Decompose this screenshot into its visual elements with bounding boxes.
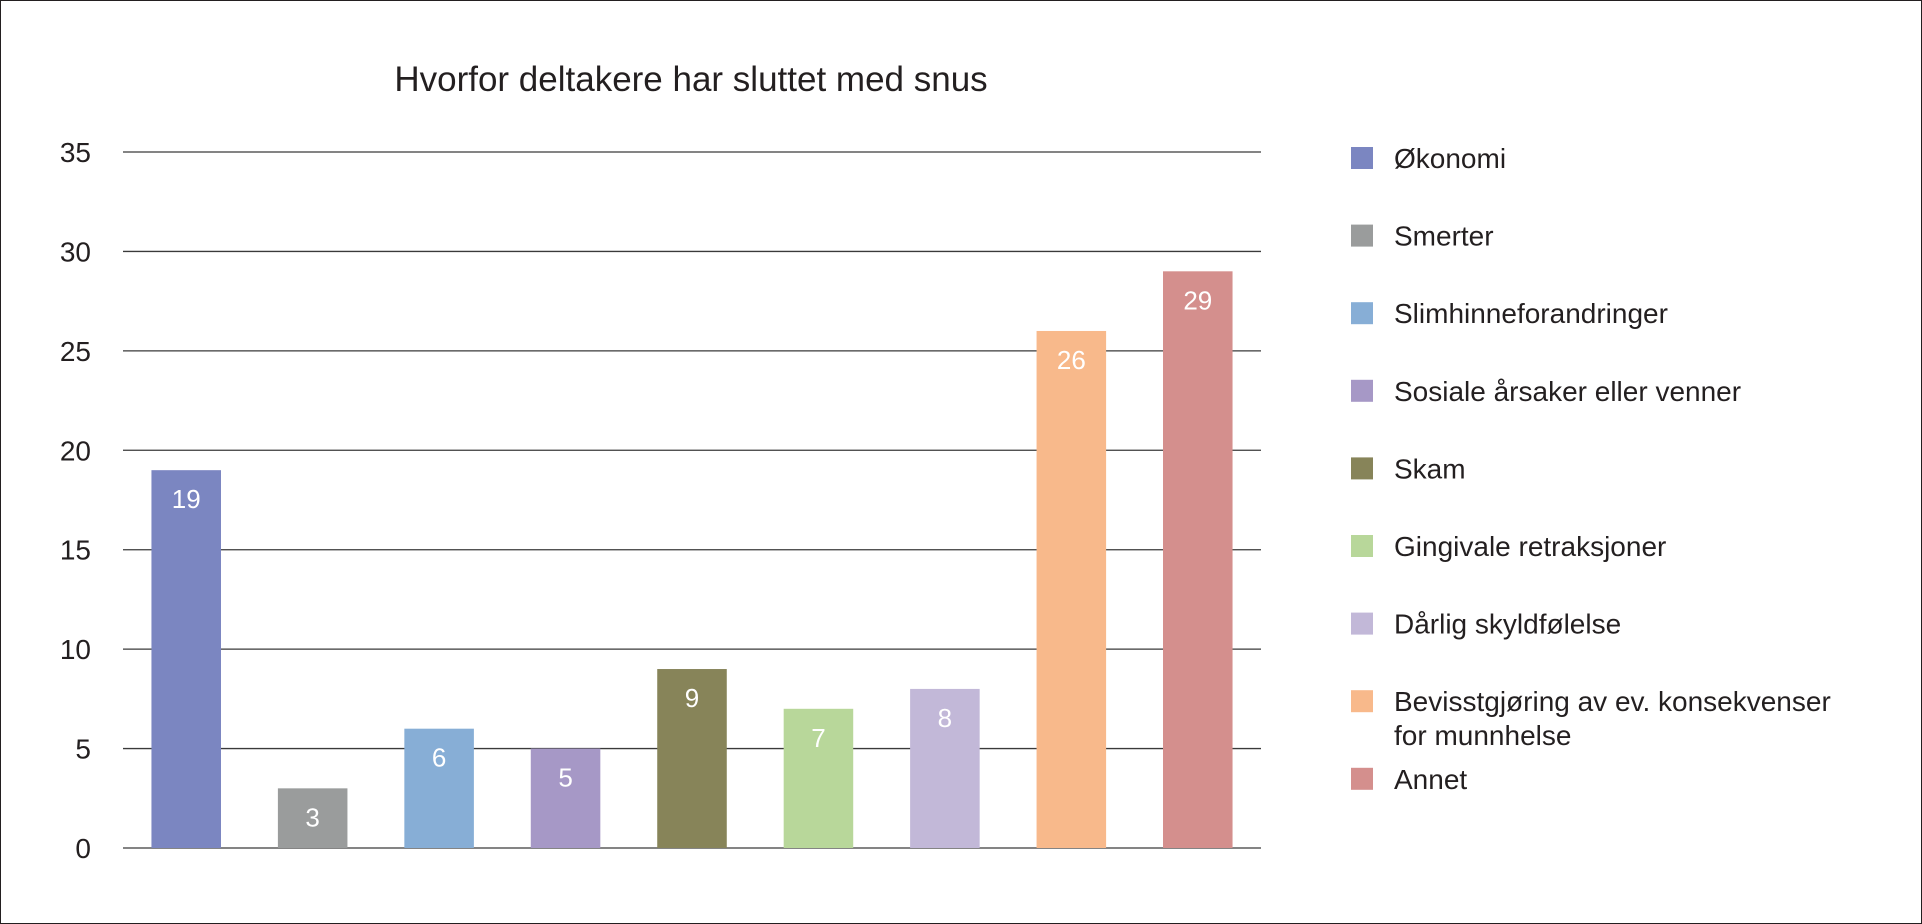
- y-tick-label: 20: [60, 435, 91, 466]
- y-tick-label: 35: [60, 137, 91, 168]
- bars: [151, 271, 1233, 848]
- bar: [404, 728, 474, 848]
- legend-swatch: [1351, 302, 1373, 325]
- legend: Økonomi Smerter Slimhinneforandringer Sosia…: [1351, 143, 1831, 795]
- y-axis-ticks: 0 5 10 15 20 25 30 35: [60, 137, 91, 864]
- bar: [151, 470, 221, 848]
- data-label: 19: [172, 484, 201, 514]
- legend-swatch: [1351, 535, 1373, 557]
- y-tick-label: 25: [60, 336, 91, 367]
- data-label: 7: [811, 723, 825, 753]
- bar: [783, 708, 854, 848]
- y-tick-label: 15: [60, 535, 91, 566]
- data-label: 3: [305, 802, 319, 832]
- y-tick-label: 10: [60, 634, 91, 665]
- data-label: 26: [1057, 345, 1086, 375]
- legend-label: Annet: [1394, 764, 1467, 795]
- y-tick-label: 30: [60, 236, 91, 267]
- bar: [1163, 271, 1233, 848]
- legend-swatch: [1351, 379, 1373, 402]
- legend-label: Dårlig skyldfølelse: [1394, 609, 1621, 640]
- data-label: 5: [558, 763, 572, 793]
- legend-label: Smerter: [1394, 221, 1494, 252]
- y-tick-label: 0: [75, 833, 91, 864]
- data-label: 9: [685, 683, 699, 713]
- legend-label: Økonomi: [1394, 143, 1506, 174]
- legend-label: Gingivale retraksjoner: [1394, 531, 1666, 562]
- data-label: 8: [938, 703, 952, 733]
- legend-label: Skam: [1394, 453, 1466, 484]
- legend-swatch: [1351, 690, 1373, 713]
- data-label: 29: [1183, 285, 1212, 315]
- y-tick-label: 5: [75, 734, 91, 765]
- bar: [530, 748, 601, 848]
- bar: [277, 788, 348, 848]
- legend-swatch: [1351, 457, 1373, 480]
- legend-label: Sosiale årsaker eller venner: [1394, 376, 1741, 407]
- legend-label: Slimhinneforandringer: [1394, 298, 1668, 329]
- legend-label: Bevisstgjøring av ev. konsekvenser: [1394, 686, 1831, 717]
- legend-label: for munnhelse: [1394, 720, 1571, 751]
- data-labels: 19 3 6 5 9 7 8 26 29: [172, 285, 1212, 832]
- legend-swatch: [1351, 224, 1373, 247]
- legend-swatch: [1351, 612, 1373, 635]
- data-label: 6: [432, 743, 446, 773]
- chart-title: Hvorfor deltakere har sluttet med snus: [394, 60, 987, 99]
- bar: [910, 688, 980, 848]
- gridlines: [123, 151, 1261, 849]
- bar: [657, 669, 727, 848]
- legend-swatch: [1351, 147, 1373, 169]
- legend-swatch: [1351, 767, 1373, 790]
- bar: [1036, 330, 1107, 848]
